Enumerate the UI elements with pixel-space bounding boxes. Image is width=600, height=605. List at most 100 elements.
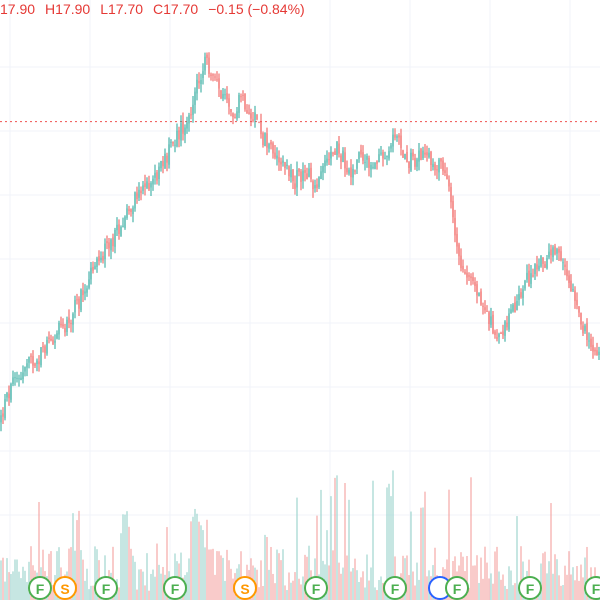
volume-bar [390,496,392,600]
event-marker-label: F [312,581,321,597]
candle-body [392,134,394,147]
candle-body [182,121,184,134]
candle-body [72,313,74,325]
candle-body [576,299,578,306]
volume-bar [512,585,514,600]
volume-bar [470,477,472,600]
candle-body [302,170,304,181]
volume-bar [132,555,134,600]
candle-body [160,160,162,169]
candle-body [170,141,172,143]
volume-bar [392,470,394,600]
candle-body [330,151,332,159]
volume-bar [338,562,340,600]
event-marker-f-5[interactable]: F [304,576,328,600]
event-marker-f-8[interactable]: F [445,576,469,600]
volume-bar [486,562,488,600]
candle-body [196,79,198,94]
candle-body [328,159,330,161]
volume-bar [316,515,318,600]
event-marker-ring [584,576,600,600]
candle-body [552,247,554,258]
volume-bar [84,580,86,600]
candle-body [64,328,66,333]
volume-bar [330,496,332,600]
candle-body [594,349,596,352]
event-marker-f-9[interactable]: F [518,576,542,600]
volume-bar [346,555,348,600]
candle-body [468,275,470,277]
volume-bar [198,521,200,600]
volume-bar [508,566,510,600]
event-marker-f-6[interactable]: F [383,576,407,600]
candle-body [80,289,82,311]
candle-body [20,377,22,381]
volume-bar [290,582,292,600]
candle-body [158,166,160,180]
candle-body [354,170,356,172]
candle-body [150,183,152,188]
volume-bar [572,567,574,600]
event-marker-s-4[interactable]: S [233,576,257,600]
candle-body [578,306,580,313]
candle-body [14,376,16,379]
candle-body [368,158,370,168]
volume-bar [202,530,204,600]
candle-body [236,111,238,119]
event-marker-f-0[interactable]: F [28,576,52,600]
volume-bar [88,589,90,600]
event-marker-label: F [171,581,180,597]
candle-body [520,292,522,298]
candle-body [10,383,12,400]
event-marker-f-3[interactable]: F [163,576,187,600]
volume-bar [24,570,26,600]
volume-bar [10,574,12,600]
candle-body [104,243,106,260]
candle-body [584,325,586,332]
candle-body [512,304,514,312]
candle-body [264,132,266,147]
volume-bar [282,549,284,600]
candle-body [192,104,194,115]
candle-body [314,185,316,189]
volume-bar [370,567,372,600]
candle-body [46,339,48,354]
candle-body [60,323,62,326]
event-marker-ring [53,576,77,600]
candle-body [52,339,54,345]
volume-bar [2,557,4,600]
volume-bar [186,572,188,600]
volume-bar [124,514,126,600]
candle-body [574,290,576,301]
volume-bar [226,549,228,600]
candle-body [190,114,192,116]
event-marker-s-1[interactable]: S [53,576,77,600]
volume-bar [152,569,154,600]
candle-body [26,363,28,368]
candle-body [364,161,366,163]
candle-body [426,152,428,156]
candle-body [312,181,314,190]
candle-body [84,291,86,294]
candle-body [238,94,240,113]
candle-body [516,300,518,311]
volume-bar [134,561,136,600]
candle-body [76,299,78,301]
candle-body [562,262,564,264]
candlesticks [0,52,600,432]
volume-bar [220,555,222,600]
candle-body [514,302,516,313]
candle-body [498,334,500,338]
candle-body [188,115,190,124]
volume-bar [510,570,512,600]
candle-body [518,293,520,300]
candle-body [306,173,308,180]
event-marker-f-10[interactable]: F [584,576,600,600]
volume-bar [140,569,142,600]
candle-body [318,176,320,188]
event-marker-f-2[interactable]: F [94,576,118,600]
event-marker-label: S [60,581,69,597]
